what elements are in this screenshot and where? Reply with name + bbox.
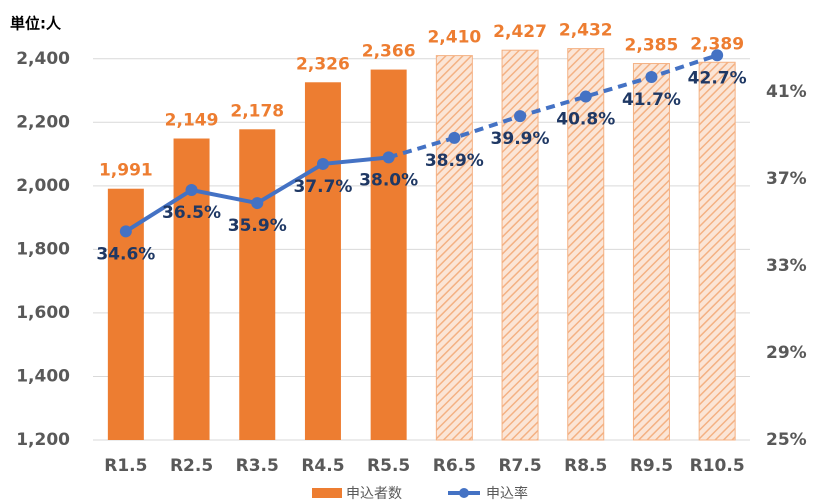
bar-label: 2,326 [296,54,350,74]
line-marker [119,225,132,238]
line-label: 39.9% [491,129,550,149]
x-tick-label: R1.5 [104,456,147,476]
x-tick-label: R7.5 [498,456,541,476]
y2-tick-label: 41% [766,82,807,102]
line-label: 40.8% [556,110,615,130]
legend-label: 申込者数 [346,486,402,502]
line-label: 35.9% [228,216,287,236]
bar-label: 2,389 [690,34,744,54]
line-marker [645,70,658,83]
line-marker [316,157,329,170]
y-tick-label: 1,800 [16,239,70,259]
bar-label: 2,410 [427,28,481,48]
line-marker [711,49,724,62]
line-label: 36.5% [162,203,221,223]
line-marker [514,110,527,123]
x-tick-label: R10.5 [690,456,745,476]
bar [435,55,473,441]
bar [698,61,736,441]
bar-label: 2,427 [493,22,547,42]
y-tick-label: 2,200 [16,112,70,132]
line [388,53,718,160]
y-tick-label: 2,400 [16,49,70,69]
x-tick-label: R3.5 [236,456,279,476]
line-label: 37.7% [293,177,352,197]
legend-marker [459,488,469,498]
x-tick-label: R6.5 [433,456,476,476]
bar [632,63,670,441]
y-tick-label: 1,400 [16,366,70,386]
y-tick-label: 2,000 [16,176,70,196]
line-label: 41.7% [622,90,681,110]
bar-label: 2,432 [559,21,613,41]
line-marker [251,197,264,210]
bar-label: 2,385 [625,36,679,56]
chart-title: 単位:人 [10,15,62,33]
bar [567,48,605,441]
x-tick-label: R9.5 [630,456,673,476]
line-label: 42.7% [688,68,747,88]
line-marker [579,90,592,103]
bar [501,49,539,441]
line-label: 38.9% [425,151,484,171]
line-label: 34.6% [96,244,155,264]
bar [304,82,341,440]
y-tick-label: 1,600 [16,303,70,323]
y2-tick-label: 33% [766,256,807,276]
bar [239,129,276,440]
y2-tick-label: 37% [766,169,807,189]
line-marker [185,184,198,197]
legend-label: 申込率 [486,485,528,502]
line-label: 38.0% [359,170,418,190]
bar-label: 2,366 [362,42,416,62]
x-tick-label: R5.5 [367,456,410,476]
bar-label: 1,991 [99,161,153,181]
bar-label: 2,178 [230,101,284,121]
x-tick-label: R4.5 [301,456,344,476]
x-tick-label: R2.5 [170,456,213,476]
bar [370,69,407,440]
y-tick-label: 1,200 [16,430,70,450]
bar-label: 2,149 [165,111,219,131]
line-marker [382,151,395,164]
legend-swatch [312,488,342,498]
y2-tick-label: 29% [766,343,807,363]
bar [173,138,210,440]
x-tick-label: R8.5 [564,456,607,476]
line-marker [448,131,461,144]
y2-tick-label: 25% [766,430,807,450]
